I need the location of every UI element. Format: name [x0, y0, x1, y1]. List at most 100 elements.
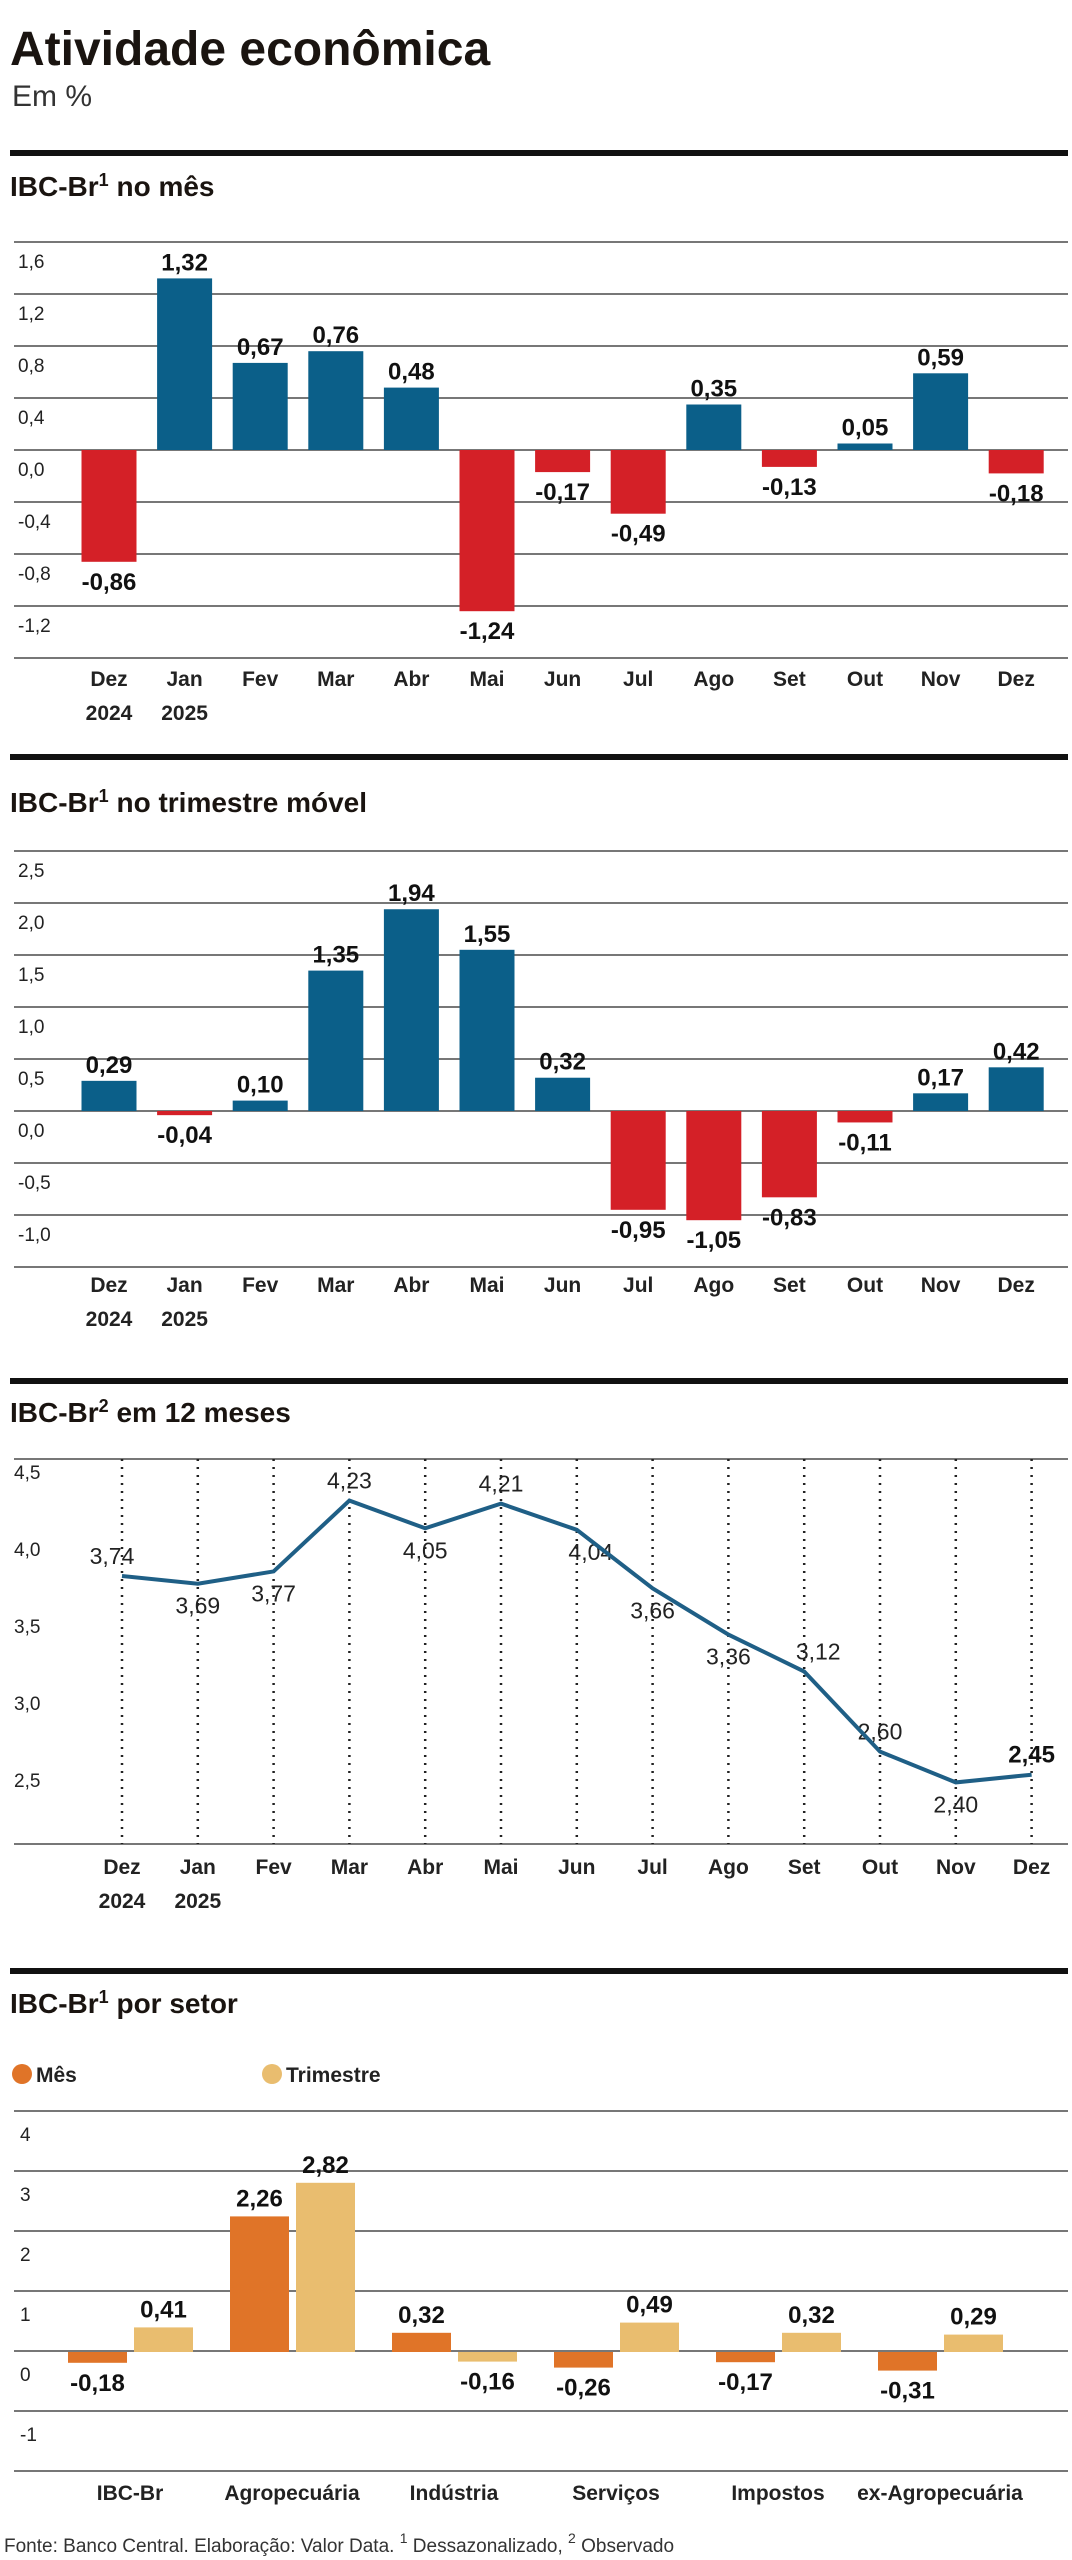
data-label: 2,26	[236, 2185, 283, 2212]
footnote-2: Observado	[576, 2536, 674, 2557]
section-title-1: IBC-Br1 no mês	[10, 170, 215, 202]
y-tick-label: 1,5	[18, 965, 44, 986]
x-tick-label: IBC-Br	[97, 2482, 164, 2505]
x-tick-label: Fev	[256, 1856, 293, 1879]
x-tick-label: Fev	[242, 668, 279, 691]
data-label: -0,86	[82, 569, 137, 596]
x-tick-label: Mai	[483, 1856, 518, 1879]
x-tick-label: Jan	[180, 1856, 216, 1879]
x-tick-label: Nov	[936, 1856, 976, 1879]
data-label: 0,35	[690, 376, 737, 403]
x-tick-label: Jun	[544, 1274, 581, 1297]
x-tick-label: Jun	[544, 668, 581, 691]
bar-dez	[81, 450, 137, 562]
bar-out	[837, 443, 893, 450]
data-label: 2,40	[933, 1791, 978, 1817]
y-tick-label: 4	[20, 2125, 31, 2146]
y-tick-label: 2,5	[14, 1771, 40, 1792]
x-year-label: 2024	[86, 702, 133, 725]
bar-nov	[913, 373, 969, 450]
bar-mes	[68, 2352, 127, 2363]
data-label: 0,41	[140, 2296, 187, 2323]
data-label: 0,67	[237, 334, 284, 361]
x-tick-label: Dez	[90, 1274, 127, 1297]
legend-swatch-mes	[12, 2064, 32, 2084]
bar-mar	[308, 970, 364, 1111]
x-year-label: 2024	[86, 1308, 133, 1331]
data-label: 1,35	[312, 942, 359, 969]
y-tick-label: 4,0	[14, 1540, 40, 1561]
footnote-1: Dessazonalizado,	[408, 2536, 569, 2557]
data-label: 3,36	[706, 1644, 751, 1670]
y-tick-label: 2,5	[18, 861, 44, 882]
bar-jan	[157, 1111, 213, 1116]
x-tick-label: Jan	[167, 1274, 203, 1297]
footnote-marker-2: 2	[568, 2530, 576, 2546]
x-tick-label: Fev	[242, 1274, 279, 1297]
x-tick-label: Out	[847, 1274, 883, 1297]
data-label: 3,66	[630, 1597, 675, 1623]
data-label: 1,94	[388, 880, 435, 907]
data-label: -0,18	[989, 480, 1044, 507]
data-label: 0,05	[842, 415, 889, 442]
x-tick-label: Set	[773, 1274, 806, 1297]
y-tick-label: 2,0	[18, 913, 44, 934]
footnote-marker-1: 1	[400, 2530, 408, 2546]
y-tick-label: 1	[20, 2305, 31, 2326]
x-tick-label: ex-Agropecuária	[857, 2482, 1023, 2505]
y-tick-label: -1,2	[18, 616, 51, 637]
x-tick-label: Serviços	[572, 2482, 660, 2505]
bar-mai	[459, 450, 515, 612]
data-label: -0,11	[838, 1129, 891, 1156]
x-tick-label: Set	[788, 1856, 821, 1879]
bar-trimestre	[782, 2332, 841, 2352]
bar-dez	[988, 450, 1044, 474]
y-tick-label: 3,0	[14, 1694, 40, 1715]
bar-dez	[988, 1067, 1044, 1111]
bar-ago	[686, 404, 742, 450]
bar-trimestre	[944, 2334, 1003, 2352]
x-tick-label: Ago	[693, 1274, 734, 1297]
x-tick-label: Dez	[998, 668, 1035, 691]
y-tick-label: 0	[20, 2365, 31, 2386]
bar-set	[761, 450, 817, 467]
x-tick-label: Mar	[317, 1274, 354, 1297]
bar-fev	[232, 1100, 288, 1111]
page-title: Atividade econômica	[10, 23, 490, 76]
data-label: 0,49	[626, 2292, 673, 2319]
section-divider	[10, 1378, 1068, 1384]
bar-nov	[913, 1093, 969, 1111]
y-tick-label: -0,5	[18, 1173, 51, 1194]
x-tick-label: Mar	[317, 668, 354, 691]
data-label: 4,05	[403, 1537, 448, 1563]
footer-source: Fonte: Banco Central. Elaboração: Valor …	[4, 2530, 674, 2557]
data-label: -0,17	[535, 479, 590, 506]
y-tick-label: -0,8	[18, 564, 51, 585]
x-tick-label: Dez	[1013, 1856, 1050, 1879]
legend-label: Mês	[36, 2064, 77, 2087]
bar-jun	[535, 1077, 591, 1111]
x-tick-label: Jan	[167, 668, 203, 691]
y-tick-label: -1,0	[18, 1225, 51, 1246]
data-label: -0,83	[762, 1204, 817, 1231]
series-line	[121, 1498, 1032, 1785]
data-label: 1,55	[464, 921, 511, 948]
data-label: -0,26	[556, 2375, 611, 2402]
y-tick-label: 0,8	[18, 356, 44, 377]
x-year-label: 2025	[161, 1308, 208, 1331]
bar-mes	[230, 2216, 289, 2352]
bar-jul	[610, 450, 666, 514]
data-label: -0,49	[611, 521, 666, 548]
y-tick-label: 2	[20, 2245, 31, 2266]
data-label: 0,59	[917, 344, 964, 371]
x-tick-label: Mar	[331, 1856, 368, 1879]
legend-swatch-trimestre	[262, 2064, 282, 2084]
data-label: -0,95	[611, 1217, 666, 1244]
x-tick-label: Mai	[469, 668, 504, 691]
x-tick-label: Dez	[90, 668, 127, 691]
data-label: 1,32	[161, 249, 208, 276]
x-tick-label: Impostos	[731, 2482, 824, 2505]
data-label: -1,24	[460, 618, 515, 645]
bar-mar	[308, 351, 364, 450]
